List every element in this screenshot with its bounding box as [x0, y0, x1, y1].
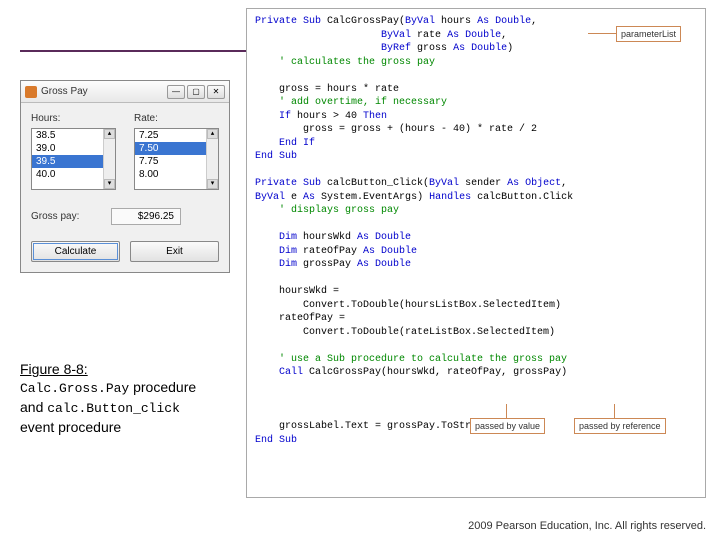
gross-pay-label: Gross pay:: [31, 211, 101, 222]
hours-label: Hours:: [31, 113, 116, 124]
list-item[interactable]: 40.0: [32, 168, 103, 181]
list-item[interactable]: 38.5: [32, 129, 103, 142]
maximize-button[interactable]: ▢: [187, 85, 205, 99]
copyright-footer: 2009 Pearson Education, Inc. All rights …: [468, 520, 706, 532]
figure-caption: Figure 8-8: Calc.Gross.Pay procedure and…: [20, 360, 240, 436]
callout-parameterlist: parameterList: [616, 26, 681, 42]
exit-button[interactable]: Exit: [130, 241, 219, 262]
scroll-up-icon[interactable]: ▴: [104, 129, 115, 139]
gross-pay-value: $296.25: [111, 208, 181, 225]
list-item[interactable]: 39.5: [32, 155, 103, 168]
list-item[interactable]: 8.00: [135, 168, 206, 181]
calculate-button[interactable]: Calculate: [31, 241, 120, 262]
gross-pay-window: Gross Pay — ▢ ✕ Hours: 38.5 39.0 39.5 40…: [20, 80, 230, 273]
scroll-down-icon[interactable]: ▾: [207, 179, 218, 189]
list-item[interactable]: 7.50: [135, 142, 206, 155]
scroll-down-icon[interactable]: ▾: [104, 179, 115, 189]
figure-number: Figure 8-8:: [20, 361, 88, 377]
callout-line: [614, 404, 615, 418]
scrollbar[interactable]: ▴ ▾: [206, 129, 218, 189]
title-bar: Gross Pay — ▢ ✕: [21, 81, 229, 103]
callout-byreference: passed by reference: [574, 418, 666, 434]
list-item[interactable]: 7.75: [135, 155, 206, 168]
form-icon: [25, 86, 37, 98]
scrollbar[interactable]: ▴ ▾: [103, 129, 115, 189]
list-item[interactable]: 7.25: [135, 129, 206, 142]
callout-byvalue: passed by value: [470, 418, 545, 434]
callout-line: [588, 33, 616, 34]
rate-listbox[interactable]: 7.25 7.50 7.75 8.00 ▴ ▾: [134, 128, 219, 190]
callout-line: [506, 404, 507, 418]
hours-listbox[interactable]: 38.5 39.0 39.5 40.0 ▴ ▾: [31, 128, 116, 190]
window-title: Gross Pay: [41, 86, 88, 97]
close-button[interactable]: ✕: [207, 85, 225, 99]
minimize-button[interactable]: —: [167, 85, 185, 99]
scroll-up-icon[interactable]: ▴: [207, 129, 218, 139]
rate-label: Rate:: [134, 113, 219, 124]
list-item[interactable]: 39.0: [32, 142, 103, 155]
